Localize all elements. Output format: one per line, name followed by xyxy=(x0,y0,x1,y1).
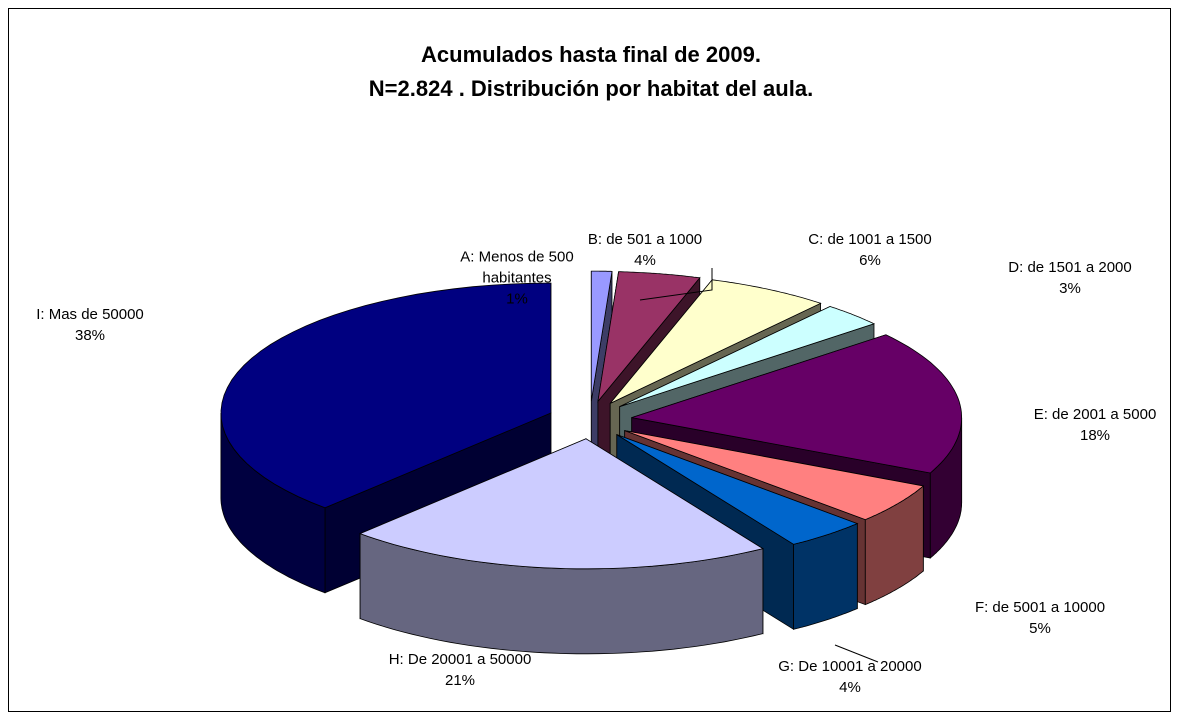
slice-top xyxy=(609,279,822,404)
category-label: F: de 5001 a 10000 xyxy=(974,599,1106,616)
slice-top xyxy=(597,271,701,403)
slice-top xyxy=(220,282,552,509)
chart-title: Acumulados hasta final de 2009. xyxy=(421,42,761,67)
slice-top xyxy=(590,270,613,402)
value-label: 38% xyxy=(74,327,106,344)
pie-slice xyxy=(358,438,764,655)
slice-label: H: De 20001 a 50000 21% xyxy=(365,649,555,691)
slice-top xyxy=(616,434,859,545)
slice-label: A: Menos de 500 habitantes 1% xyxy=(452,247,582,310)
chart-border xyxy=(8,8,1171,712)
value-label: 1% xyxy=(506,290,528,308)
category-label: C: de 1001 a 1500 xyxy=(808,231,932,248)
value-label: 18% xyxy=(1079,427,1111,444)
slice-label: E: de 2001 a 5000 18% xyxy=(1010,404,1180,446)
slice-top xyxy=(358,438,764,570)
value-label: 4% xyxy=(839,679,861,696)
slice-label: I: Mas de 50000 38% xyxy=(0,304,180,346)
category-label: I: Mas de 50000 xyxy=(36,306,144,323)
category-label: G: De 10001 a 20000 xyxy=(778,658,922,675)
value-label: 5% xyxy=(1029,620,1051,637)
slice-label: B: de 501 a 1000 4% xyxy=(565,229,725,271)
slice-label: F: de 5001 a 10000 5% xyxy=(950,597,1130,639)
slice-label: C: de 1001 a 1500 6% xyxy=(785,229,955,271)
value-label: 21% xyxy=(444,672,476,689)
slice-top xyxy=(619,306,876,407)
slice-top xyxy=(631,334,962,474)
category-label: A: Menos de 500 habitantes xyxy=(460,248,574,287)
category-label: D: de 1501 a 2000 xyxy=(1008,259,1132,276)
value-label: 4% xyxy=(634,252,656,269)
category-label: B: de 501 a 1000 xyxy=(587,231,703,248)
slice-label: D: de 1501 a 2000 3% xyxy=(975,257,1165,299)
value-label: 6% xyxy=(859,252,881,269)
slice-top xyxy=(624,430,925,521)
category-label: E: de 2001 a 5000 xyxy=(1033,406,1157,423)
slice-label: G: De 10001 a 20000 4% xyxy=(755,656,945,698)
leader-line xyxy=(834,644,879,663)
category-label: H: De 20001 a 50000 xyxy=(388,651,532,668)
chart-subtitle: N=2.824 . Distribución por habitat del a… xyxy=(368,76,814,101)
value-label: 3% xyxy=(1059,280,1081,297)
leader-line xyxy=(639,268,713,301)
